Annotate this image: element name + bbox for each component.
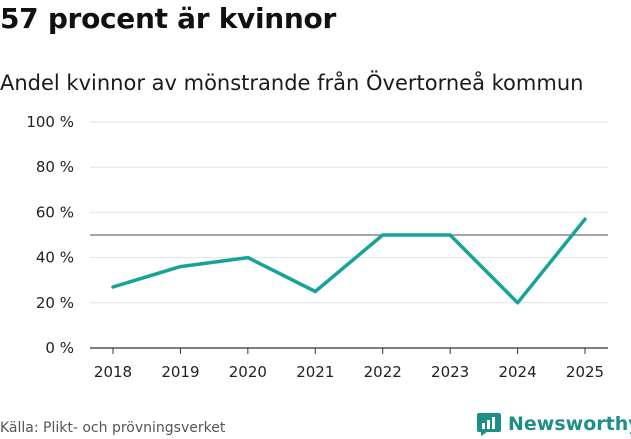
data-point [583,217,587,221]
y-tick-label: 20 % [36,294,74,312]
bar-chart-speech-bubble-icon [477,413,501,436]
data-point [381,233,385,237]
x-tick-label: 2022 [364,363,402,381]
brand-logo: Newsworthy [476,409,631,439]
x-tick-label: 2021 [296,363,334,381]
y-tick-label: 60 % [36,203,74,221]
gridlines [90,121,608,304]
y-tick-label: 0 % [45,339,74,357]
source-note: Källa: Plikt- och prövningsverket [0,420,226,436]
line-chart: 0 % 20 % 40 % 60 % 80 % 100 % 2018 2019 2020 202… [26,113,608,381]
data-point [516,301,520,305]
y-tick-label: 80 % [36,158,74,176]
data-point [246,256,250,260]
chart-title: 57 procent är kvinnor [0,2,336,35]
data-point [111,285,115,289]
x-tick-label: 2019 [161,363,199,381]
x-tick-label: 2023 [431,363,469,381]
x-tick-label: 2025 [566,363,604,381]
x-tick-label: 2020 [229,363,267,381]
brand-name: Newsworthy [508,413,631,435]
chart-subtitle: Andel kvinnor av mönstrande från Övertor… [0,71,584,95]
y-tick-label: 40 % [36,249,74,267]
y-axis-labels: 0 % 20 % 40 % 60 % 80 % 100 % [26,113,74,357]
series-line [111,217,587,305]
x-axis: 2018 2019 2020 2021 2022 2023 2024 2025 [90,347,608,381]
data-point [313,290,317,293]
x-tick-label: 2024 [498,363,536,381]
data-point [178,265,182,269]
x-tick-label: 2018 [94,363,132,381]
data-point [448,233,452,237]
series-group [111,217,587,305]
y-tick-label: 100 % [26,113,74,131]
